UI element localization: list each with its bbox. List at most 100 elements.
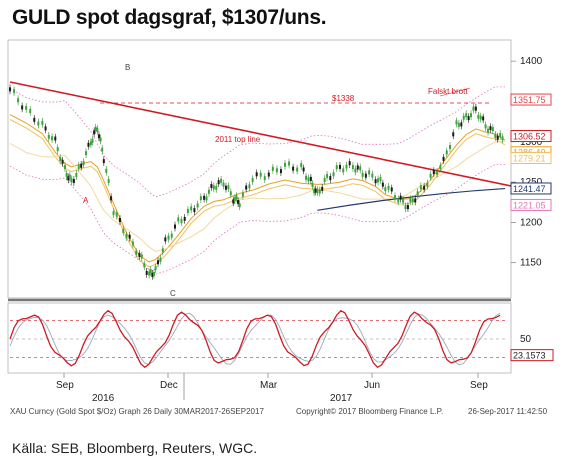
price-candle: [75, 172, 78, 177]
price-candle: [77, 164, 80, 169]
price-candle: [232, 199, 235, 204]
price-candle: [377, 178, 380, 183]
annotation-b: B: [125, 63, 130, 72]
price-candle: [321, 186, 324, 191]
price-candle: [462, 115, 465, 120]
price-candle: [131, 241, 134, 246]
price-candle: [91, 138, 94, 143]
price-candle: [105, 168, 108, 173]
price-candle: [183, 216, 186, 221]
price-candle: [323, 177, 326, 182]
price-candle: [235, 195, 238, 200]
price-candle: [426, 182, 429, 187]
price-candle: [180, 219, 183, 224]
price-candle: [9, 87, 11, 92]
price-candle: [452, 132, 455, 137]
price-candle: [482, 116, 485, 121]
price-candle: [472, 106, 475, 111]
price-candle: [460, 122, 463, 127]
price-candle: [457, 122, 460, 127]
price-candle: [470, 113, 473, 118]
price-candle: [442, 156, 445, 161]
price-candle: [361, 172, 364, 177]
price-candle: [47, 134, 50, 139]
osc-tag-label: 23.1573: [513, 351, 546, 361]
price-candle: [348, 161, 351, 166]
price-candle: [138, 252, 141, 257]
price-candle: [311, 182, 314, 187]
price-candle: [199, 196, 202, 201]
x-axis: Sep Dec Mar Jun Sep 2016 2017: [56, 373, 488, 404]
price-candle: [275, 168, 278, 173]
price-candle: [499, 133, 502, 138]
price-candle: [238, 203, 241, 208]
price-candle: [87, 142, 90, 147]
price-candle: [394, 195, 396, 200]
price-candle: [432, 170, 435, 175]
price-candle: [164, 237, 167, 242]
level-tag-box: [510, 93, 552, 106]
price-candle: [233, 197, 236, 202]
price-candle: [314, 188, 317, 193]
price-candle: [151, 272, 154, 277]
price-candle: [465, 113, 468, 118]
price-candle: [207, 189, 210, 194]
level-tag-box: [510, 152, 552, 165]
price-candle: [80, 163, 83, 168]
price-candle: [99, 137, 102, 142]
price-y-tick-label: 1300: [520, 137, 543, 148]
annotation-trendline: 2011 top line: [215, 135, 261, 144]
price-candle: [112, 211, 115, 216]
price-candle: [406, 205, 409, 210]
price-candle: [345, 164, 348, 169]
level-tag-box: [510, 130, 552, 143]
price-candle: [474, 106, 477, 111]
annotation-c: C: [170, 289, 176, 298]
price-candle: [300, 163, 303, 168]
price-candle: [381, 182, 384, 187]
price-candle: [302, 167, 305, 172]
level-tag-label: 1279.21: [513, 154, 546, 164]
trendline-2011: [9, 81, 512, 187]
price-candle: [402, 198, 405, 203]
price-y-tick-label: 1400: [520, 56, 543, 67]
price-candle: [449, 145, 451, 150]
price-candle: [496, 135, 499, 140]
price-candle: [494, 133, 497, 138]
price-candle: [329, 176, 332, 181]
price-candle: [148, 271, 151, 276]
price-candle: [284, 162, 286, 167]
price-candle: [205, 196, 208, 201]
price-candle: [145, 270, 148, 275]
price-candle: [224, 185, 227, 190]
price-candle: [110, 196, 113, 201]
price-candle: [119, 217, 121, 222]
price-candle: [222, 182, 225, 187]
price-candle: [203, 195, 206, 200]
price-candle: [292, 166, 295, 171]
price-candle: [196, 203, 199, 208]
price-candle: [351, 164, 354, 169]
price-candle: [56, 147, 59, 152]
price-candle: [215, 185, 218, 190]
price-candle: [85, 151, 88, 156]
price-candle: [107, 178, 110, 183]
price-candle: [436, 170, 439, 175]
price-candle: [255, 172, 258, 177]
price-candle: [154, 266, 157, 271]
price-candle: [467, 116, 470, 121]
price-candle: [54, 136, 57, 141]
price-candle: [318, 189, 321, 194]
x-year-label: 2016: [92, 393, 115, 404]
level-tag-label: 1306.52: [513, 132, 546, 142]
price-candle: [41, 120, 44, 125]
price-candle: [101, 147, 104, 152]
price-candle: [29, 108, 32, 113]
price-candle: [356, 165, 359, 170]
price-candle: [411, 198, 414, 203]
price-candle: [96, 127, 99, 132]
price-candle: [94, 126, 97, 131]
price-candle: [65, 172, 68, 177]
price-candle: [419, 185, 422, 190]
price-candle: [359, 166, 362, 171]
